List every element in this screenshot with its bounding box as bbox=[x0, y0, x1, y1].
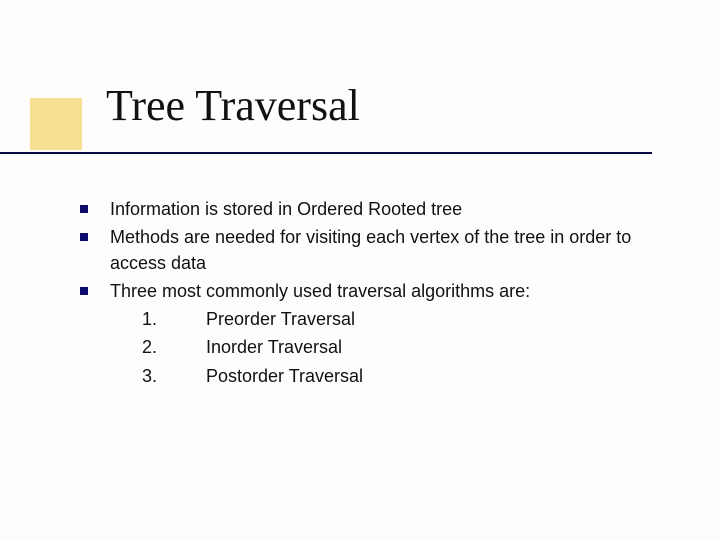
numbered-item-label: Preorder Traversal bbox=[206, 306, 680, 332]
bullet-item: Three most commonly used traversal algor… bbox=[80, 278, 680, 304]
slide-content: Information is stored in Ordered Rooted … bbox=[80, 196, 680, 391]
numbered-item: 3. Postorder Traversal bbox=[142, 363, 680, 389]
slide-title: Tree Traversal bbox=[106, 80, 360, 131]
bullet-item: Methods are needed for visiting each ver… bbox=[80, 224, 680, 276]
bullet-text: Methods are needed for visiting each ver… bbox=[110, 224, 680, 276]
bullet-item: Information is stored in Ordered Rooted … bbox=[80, 196, 680, 222]
numbered-item-number: 2. bbox=[142, 334, 206, 360]
numbered-list: 1. Preorder Traversal 2. Inorder Travers… bbox=[142, 306, 680, 388]
numbered-item-label: Inorder Traversal bbox=[206, 334, 680, 360]
bullet-text: Information is stored in Ordered Rooted … bbox=[110, 196, 680, 222]
numbered-item-number: 3. bbox=[142, 363, 206, 389]
numbered-item: 2. Inorder Traversal bbox=[142, 334, 680, 360]
slide: Tree Traversal Information is stored in … bbox=[0, 0, 720, 540]
square-bullet-icon bbox=[80, 205, 88, 213]
accent-box bbox=[30, 98, 82, 150]
numbered-item: 1. Preorder Traversal bbox=[142, 306, 680, 332]
title-underline bbox=[0, 152, 652, 154]
numbered-item-number: 1. bbox=[142, 306, 206, 332]
numbered-item-label: Postorder Traversal bbox=[206, 363, 680, 389]
square-bullet-icon bbox=[80, 233, 88, 241]
bullet-text: Three most commonly used traversal algor… bbox=[110, 278, 680, 304]
square-bullet-icon bbox=[80, 287, 88, 295]
